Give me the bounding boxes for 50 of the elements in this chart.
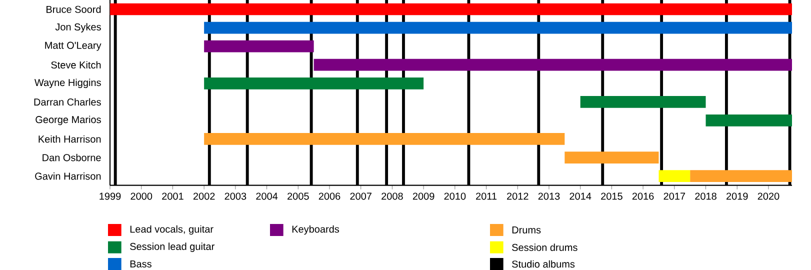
legend-label: Studio albums xyxy=(512,260,575,268)
y-tick-label: George Marios xyxy=(36,116,101,126)
x-tick-label: 2007 xyxy=(350,192,372,200)
x-tick-label: 2012 xyxy=(507,192,528,200)
x-tick-label: 2011 xyxy=(476,192,497,200)
legend-label: Session lead guitar xyxy=(130,242,214,252)
x-tick-label: 2017 xyxy=(664,192,686,200)
x-tick-label: 2001 xyxy=(162,192,184,200)
bar xyxy=(690,170,792,182)
x-tick-label: 2008 xyxy=(382,192,403,200)
bar xyxy=(204,40,314,52)
bar xyxy=(564,152,659,164)
x-tick-label: 2016 xyxy=(632,192,654,200)
x-tick-label: 2019 xyxy=(726,192,748,200)
x-tick-label: 2000 xyxy=(130,192,152,200)
y-tick-label: Steve Kitch xyxy=(51,61,101,69)
y-tick-label: Jon Sykes xyxy=(55,23,101,32)
bar xyxy=(580,96,706,108)
x-tick-label: 2015 xyxy=(601,192,622,200)
y-tick-label: Gavin Harrison xyxy=(35,172,101,180)
legend-label: Bass xyxy=(130,260,152,268)
x-tick-label: 2013 xyxy=(538,192,560,200)
legend-label: Drums xyxy=(512,226,541,234)
bar xyxy=(204,133,565,145)
legend-label: Keyboards xyxy=(292,225,340,235)
x-tick-label: 2020 xyxy=(758,192,780,200)
y-tick-label: Wayne Higgins xyxy=(34,78,101,88)
y-tick-label: Bruce Soord xyxy=(46,6,101,13)
y-tick-label: Matt O'Leary xyxy=(45,42,102,51)
x-tick-label: 2005 xyxy=(288,192,309,200)
y-tick-label: Darran Charles xyxy=(34,98,101,106)
x-tick-label: 2004 xyxy=(256,192,278,200)
x-tick-label: 2010 xyxy=(444,192,466,200)
bar xyxy=(658,170,690,182)
legend-label: Session drums xyxy=(512,244,578,251)
x-tick-label: 2003 xyxy=(224,192,246,200)
y-tick-label: Keith Harrison xyxy=(38,135,101,143)
x-tick-label: 2002 xyxy=(193,192,215,200)
bar xyxy=(110,3,792,16)
x-tick-label: 2009 xyxy=(412,192,434,200)
legend-label: Lead vocals, guitar xyxy=(130,225,214,235)
bar xyxy=(314,58,792,71)
bar xyxy=(204,22,792,34)
x-tick-label: 2018 xyxy=(695,192,716,200)
x-tick-label: 2014 xyxy=(570,192,592,200)
x-tick-label: 2006 xyxy=(318,192,340,200)
bar xyxy=(706,114,792,126)
y-tick-label: Dan Osborne xyxy=(42,154,101,162)
x-tick-label: 1999 xyxy=(100,192,121,200)
bar xyxy=(204,77,424,90)
